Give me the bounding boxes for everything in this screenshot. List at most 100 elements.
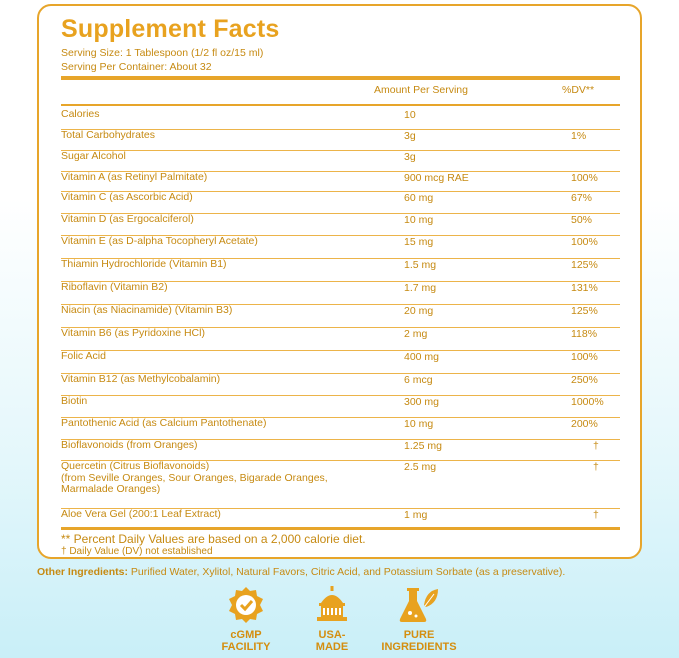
table-row: Vitamin E (as D-alpha Tocopheryl Acetate… [61, 235, 620, 259]
nutrient-dv: 125% [571, 305, 598, 317]
nutrient-amount: 6 mcg [404, 374, 433, 386]
nutrient-amount: 300 mg [404, 396, 440, 408]
table-row: Biotin 300 mg 1000% [61, 395, 620, 418]
footnote-dv: ** Percent Daily Values are based on a 2… [61, 532, 366, 546]
nutrient-name-text: Vitamin D (as Ergocalciferol) [61, 213, 194, 225]
amount-header: Amount Per Serving [374, 84, 468, 96]
header-rule [61, 104, 620, 106]
table-row: Pantothenic Acid (as Calcium Pantothenat… [61, 417, 620, 440]
table-row: Folic Acid 400 mg 100% [61, 350, 620, 374]
nutrient-dv: 100% [571, 351, 598, 363]
top-rule [61, 76, 620, 80]
nutrient-name-text: Biotin [61, 395, 88, 407]
supplement-facts-panel: Supplement Facts Serving Size: 1 Tablesp… [37, 4, 642, 559]
nutrient-name: Vitamin B6 (as Pyridoxine HCl) [61, 327, 205, 340]
nutrient-amount: 1.25 mg [404, 440, 442, 452]
footnote-dagger: † Daily Value (DV) not established [61, 546, 213, 557]
nutrient-name: Vitamin E (as D-alpha Tocopheryl Acetate… [61, 235, 258, 248]
nutrient-amount: 15 mg [404, 236, 434, 248]
row-divider [61, 327, 620, 328]
table-row: Total Carbohydrates 3g 1% [61, 129, 620, 151]
serving-size: Serving Size: 1 Tablespoon (1/2 fl oz/15… [61, 47, 264, 59]
nutrient-amount: 2 mg [404, 328, 428, 340]
nutrient-name-text: Total Carbohydrates [61, 129, 155, 141]
table-row: Vitamin A (as Retinyl Palmitate) 900 mcg … [61, 171, 620, 192]
nutrient-dv: 100% [571, 172, 598, 184]
row-divider [61, 191, 620, 192]
nutrient-dv: † [593, 461, 599, 473]
nutrient-dv: 1% [571, 130, 587, 142]
nutrient-name-text: Vitamin E (as D-alpha Tocopheryl Acetate… [61, 235, 258, 247]
nutrient-source-note: (from Seville Oranges, Sour Oranges, Big… [61, 471, 328, 484]
nutrient-name-text: Vitamin A (as Retinyl Palmitate) [61, 171, 208, 183]
nutrient-name-text: Vitamin B12 (as Methylcobalamin) [61, 373, 221, 385]
row-divider [61, 304, 620, 305]
nutrient-dv: 125% [571, 259, 598, 271]
row-divider [61, 171, 620, 172]
nutrient-dv: 118% [571, 328, 598, 340]
nutrient-source-note: Marmalade Oranges) [61, 483, 161, 495]
nutrient-name: Pantothenic Acid (as Calcium Pantothenat… [61, 417, 267, 430]
row-divider [61, 460, 620, 461]
flask-leaf-icon [399, 588, 438, 622]
row-divider [61, 150, 620, 151]
nutrient-name: Vitamin A (as Retinyl Palmitate) [61, 171, 208, 184]
nutrient-name: Vitamin C (as Ascorbic Acid) [61, 191, 193, 204]
row-divider [61, 373, 620, 374]
nutrient-dv: 250% [571, 374, 598, 386]
nutrient-dv: 200% [571, 418, 598, 430]
table-row: Bioflavonoids (from Oranges) 1.25 mg † [61, 439, 620, 461]
row-divider [61, 350, 620, 351]
row-divider [61, 395, 620, 396]
nutrient-name: Folic Acid [61, 350, 106, 363]
table-row: Vitamin B12 (as Methylcobalamin) 6 mcg 250… [61, 373, 620, 396]
nutrient-amount: 60 mg [404, 192, 434, 204]
nutrient-amount: 1.5 mg [404, 259, 437, 271]
table-row: Niacin (as Niacinamide) (Vitamin B3) 20 m… [61, 304, 620, 328]
nutrient-dv: 50% [571, 214, 593, 226]
other-ingredients-text: Purified Water, Xylitol, Natural Favors,… [128, 566, 566, 578]
nutrient-amount: 3g [404, 130, 416, 142]
nutrient-name: Thiamin Hydrochloride (Vitamin B1) [61, 258, 227, 271]
nutrient-name-text: Calories [61, 108, 100, 120]
table-row: Quercetin (Citrus Bioflavonoids) (from Se… [61, 460, 620, 509]
nutrient-amount: 20 mg [404, 305, 434, 317]
other-ingredients-label: Other Ingredients: [37, 566, 129, 578]
nutrient-dv: 67% [571, 192, 593, 204]
badge-usa: USA- MADE [282, 585, 382, 653]
dv-header: %DV** [562, 84, 595, 96]
row-divider [61, 281, 620, 282]
usa-capitol-icon [317, 586, 347, 621]
table-row: Thiamin Hydrochloride (Vitamin B1) 1.5 mg… [61, 258, 620, 282]
nutrient-name-text: Sugar Alcohol [61, 150, 126, 162]
nutrient-name: Quercetin (Citrus Bioflavonoids) (from Se… [61, 460, 328, 496]
row-divider [61, 213, 620, 214]
nutrient-dv: † [593, 509, 599, 521]
nutrient-dv: † [593, 440, 599, 452]
badge-pure-line2: INGREDIENTS [381, 641, 457, 653]
table-row: Aloe Vera Gel (200:1 Leaf Extract) 1 mg † [61, 508, 620, 527]
nutrient-name: Sugar Alcohol [61, 150, 126, 163]
table-row: Vitamin D (as Ergocalciferol) 10 mg 50% [61, 213, 620, 236]
servings-per-container: Serving Per Container: About 32 [61, 61, 212, 73]
nutrient-amount: 10 mg [404, 214, 434, 226]
badge-cgmp: cGMP FACILITY [196, 585, 296, 653]
row-divider [61, 417, 620, 418]
nutrient-dv: 1000% [571, 396, 604, 408]
badge-usa-line1: USA- [318, 629, 346, 641]
row-divider [61, 129, 620, 130]
nutrient-name-text: Thiamin Hydrochloride (Vitamin B1) [61, 258, 227, 270]
bottom-rule [61, 527, 620, 530]
nutrient-name-text: Riboflavin (Vitamin B2) [61, 281, 168, 293]
nutrient-amount: 3g [404, 151, 416, 163]
nutrient-name-text: Pantothenic Acid (as Calcium Pantothenat… [61, 417, 267, 429]
row-divider [61, 508, 620, 509]
nutrient-dv: 131% [571, 282, 598, 294]
nutrient-name-text: Niacin (as Niacinamide) (Vitamin B3) [61, 304, 233, 316]
row-divider [61, 258, 620, 259]
nutrient-name: Total Carbohydrates [61, 129, 155, 142]
nutrient-amount: 10 [404, 109, 416, 121]
other-ingredients: Other Ingredients: Purified Water, Xylit… [37, 566, 565, 578]
nutrient-name-text: Vitamin B6 (as Pyridoxine HCl) [61, 327, 205, 339]
row-divider [61, 235, 620, 236]
